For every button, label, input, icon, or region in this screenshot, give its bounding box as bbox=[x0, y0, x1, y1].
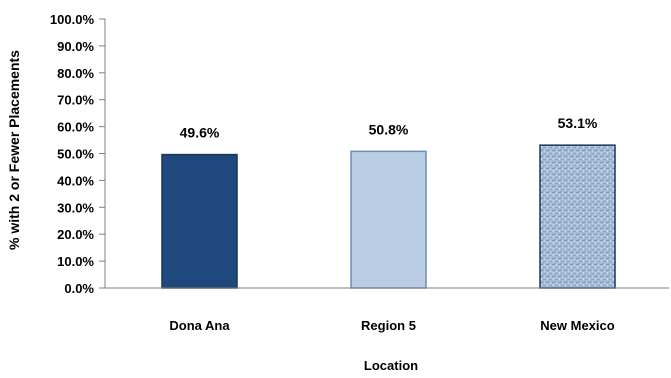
x-tick-label: Region 5 bbox=[361, 318, 416, 333]
bar-dona-ana bbox=[161, 153, 238, 289]
y-tick-label: 50.0% bbox=[57, 147, 94, 162]
y-tick-label: 70.0% bbox=[57, 93, 94, 108]
bar-region-5 bbox=[350, 150, 427, 289]
x-tick-label: Dona Ana bbox=[169, 318, 230, 333]
x-tick-label: New Mexico bbox=[540, 318, 614, 333]
y-tick-label: 100.0% bbox=[50, 12, 95, 27]
y-tick-label: 20.0% bbox=[57, 227, 94, 242]
y-axis-label: % with 2 or Fewer Placements bbox=[6, 50, 22, 250]
data-label: 50.8% bbox=[369, 121, 409, 137]
y-tick-label: 10.0% bbox=[57, 254, 94, 269]
y-tick-label: 80.0% bbox=[57, 66, 94, 81]
y-tick-label: 0.0% bbox=[64, 281, 94, 296]
y-tick-label: 40.0% bbox=[57, 173, 94, 188]
data-label: 53.1% bbox=[558, 115, 598, 131]
y-tick-label: 60.0% bbox=[57, 120, 94, 135]
bar-new-mexico bbox=[539, 144, 616, 289]
y-tick-label: 90.0% bbox=[57, 39, 94, 54]
y-tick-label: 30.0% bbox=[57, 200, 94, 215]
data-label: 49.6% bbox=[180, 125, 220, 141]
x-axis-label: Location bbox=[364, 358, 418, 373]
